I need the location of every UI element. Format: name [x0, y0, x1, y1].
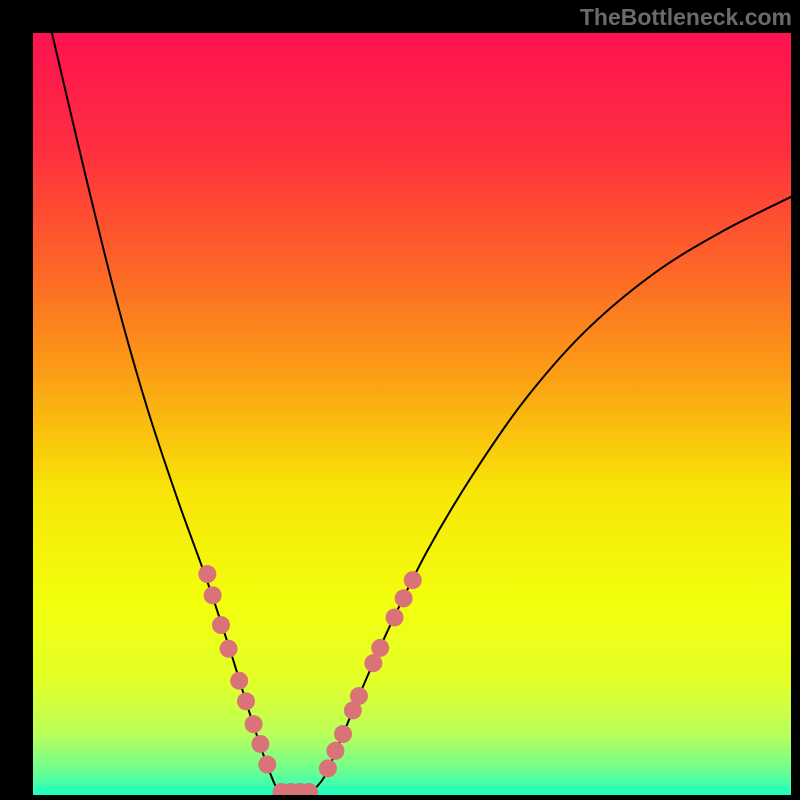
- marker-dot: [258, 756, 276, 774]
- marker-dot: [204, 586, 222, 604]
- marker-dot: [404, 571, 422, 589]
- marker-dot: [220, 640, 238, 658]
- marker-dot: [386, 608, 404, 626]
- marker-dot: [198, 565, 216, 583]
- plot-area: [33, 33, 791, 795]
- marker-dot: [326, 742, 344, 760]
- marker-dot: [251, 735, 269, 753]
- bottleneck-chart: [33, 33, 791, 795]
- markers-right: [319, 571, 422, 777]
- marker-dot: [245, 715, 263, 733]
- chart-container: TheBottleneck.com: [0, 0, 800, 800]
- bottleneck-curve: [52, 33, 791, 792]
- markers-left: [198, 565, 276, 774]
- marker-dot: [319, 759, 337, 777]
- marker-dot: [395, 589, 413, 607]
- marker-dot: [237, 692, 255, 710]
- watermark-text: TheBottleneck.com: [580, 4, 792, 31]
- marker-dot: [371, 639, 389, 657]
- marker-dot: [212, 616, 230, 634]
- markers-bottom: [273, 783, 318, 795]
- marker-dot: [350, 687, 368, 705]
- marker-dot: [334, 725, 352, 743]
- marker-dot: [230, 672, 248, 690]
